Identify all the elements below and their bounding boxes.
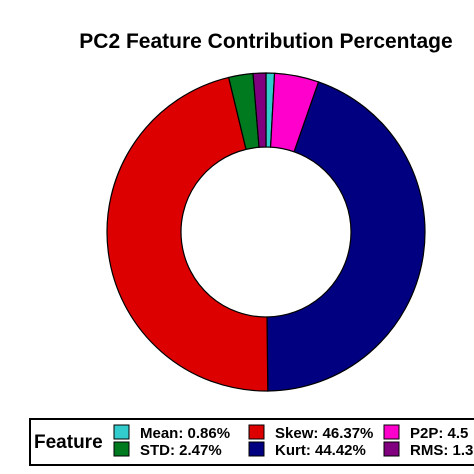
legend-swatch-std (113, 441, 130, 457)
legend-title: Feature (34, 432, 103, 453)
legend: Feature Mean: 0.86%STD: 2.47% Skew: 46.37… (29, 418, 474, 466)
slice-kurt (266, 81, 426, 392)
legend-label-skew: Skew: 46.37% (275, 425, 373, 442)
chart-title: PC2 Feature Contribution Percentage (79, 30, 452, 53)
legend-swatch-mean (113, 424, 130, 440)
legend-swatch-p2p (383, 424, 400, 440)
legend-label-rms: RMS: 1.3 (410, 442, 473, 459)
legend-swatch-skew (248, 424, 265, 440)
slice-skew (106, 76, 269, 392)
legend-label-p2p: P2P: 4.5 (410, 425, 468, 442)
donut-slices (106, 72, 426, 392)
legend-swatch-kurt (248, 441, 265, 457)
legend-items: Mean: 0.86%STD: 2.47% Skew: 46.37%Kurt: 4… (113, 424, 473, 459)
legend-swatch-rms (383, 441, 400, 457)
legend-label-std: STD: 2.47% (140, 442, 222, 459)
legend-label-mean: Mean: 0.86% (140, 425, 230, 442)
legend-label-kurt: Kurt: 44.42% (275, 442, 366, 459)
slice-rms (252, 72, 267, 148)
